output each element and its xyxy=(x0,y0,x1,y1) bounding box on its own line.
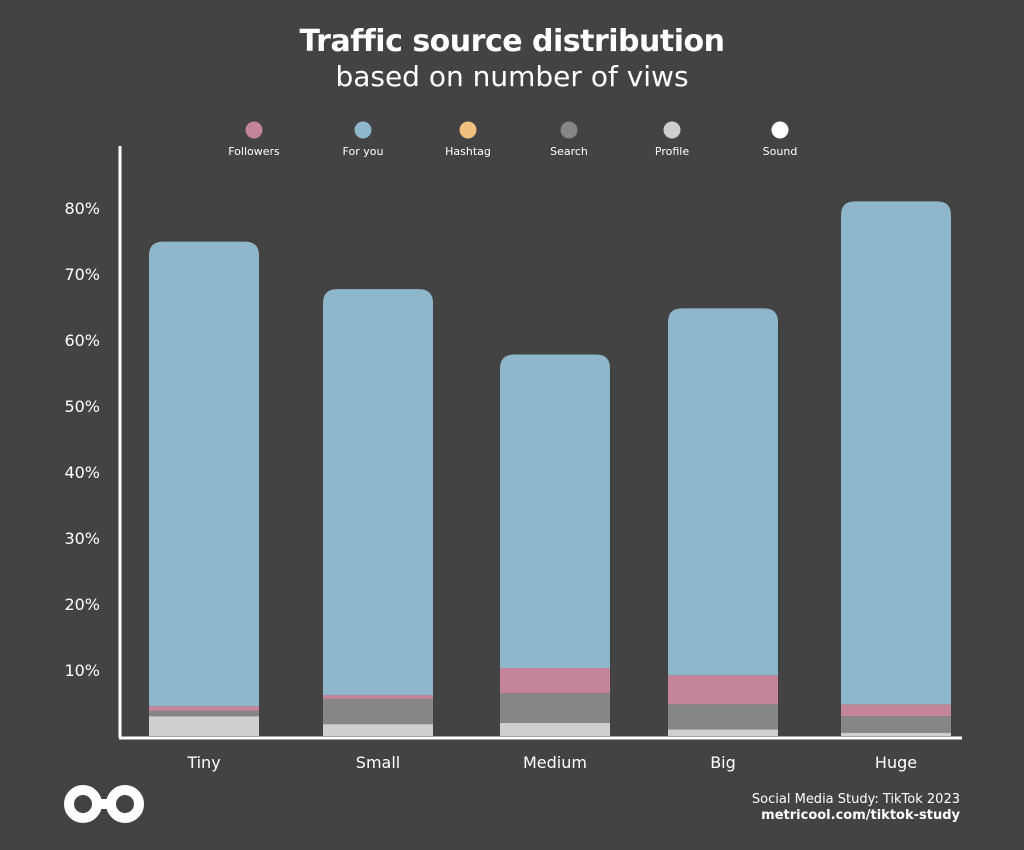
y-tick-label: 20% xyxy=(64,595,100,614)
bar-segment xyxy=(841,704,951,717)
chart-subtitle: based on number of viws xyxy=(335,60,689,93)
legend-label: Sound xyxy=(763,145,798,158)
metricool-logo-icon xyxy=(62,784,146,828)
legend-label: Profile xyxy=(655,145,689,158)
legend-label: For you xyxy=(343,145,384,158)
bar-segment xyxy=(149,710,259,717)
bar-segment xyxy=(323,289,433,696)
bar-segment xyxy=(841,732,951,736)
legend-marker xyxy=(245,121,263,139)
bar-segment xyxy=(149,716,259,736)
y-tick-label: 40% xyxy=(64,463,100,482)
bar-segment xyxy=(668,729,778,736)
legend-marker xyxy=(354,121,372,139)
y-tick-label: 70% xyxy=(64,265,100,284)
chart-title: Traffic source distribution xyxy=(299,24,725,59)
legend-marker xyxy=(663,121,681,139)
legend-label: Followers xyxy=(228,145,280,158)
y-tick-label: 30% xyxy=(64,529,100,548)
y-tick-label: 50% xyxy=(64,397,100,416)
bar-segment xyxy=(668,675,778,705)
bar-segment xyxy=(500,354,610,669)
legend-marker xyxy=(560,121,578,139)
y-tick-label: 80% xyxy=(64,199,100,218)
bar-segment xyxy=(149,241,259,707)
bar-segment xyxy=(668,704,778,730)
bar-segment xyxy=(323,695,433,700)
x-tick-label: Tiny xyxy=(186,753,220,772)
bar-segment xyxy=(323,699,433,725)
bar-segment xyxy=(500,668,610,694)
x-tick-label: Big xyxy=(710,753,736,772)
bar-segment xyxy=(500,722,610,736)
x-tick-label: Huge xyxy=(875,753,917,772)
bar-segment xyxy=(500,693,610,723)
y-tick-label: 10% xyxy=(64,661,100,680)
bar-segment xyxy=(841,201,951,705)
x-tick-label: Medium xyxy=(523,753,587,772)
source-note: Social Media Study: TikTok 2023 xyxy=(751,792,960,807)
x-tick-label: Small xyxy=(356,753,400,772)
bar-segment xyxy=(323,724,433,736)
legend-label: Search xyxy=(550,145,588,158)
legend-marker xyxy=(459,121,477,139)
bar-segment xyxy=(668,308,778,676)
legend-marker xyxy=(771,121,789,139)
bar-segment xyxy=(841,716,951,733)
y-tick-label: 60% xyxy=(64,331,100,350)
bar-segment xyxy=(149,706,259,711)
legend-label: Hashtag xyxy=(445,145,491,158)
source-url: metricool.com/tiktok-study xyxy=(761,808,960,823)
